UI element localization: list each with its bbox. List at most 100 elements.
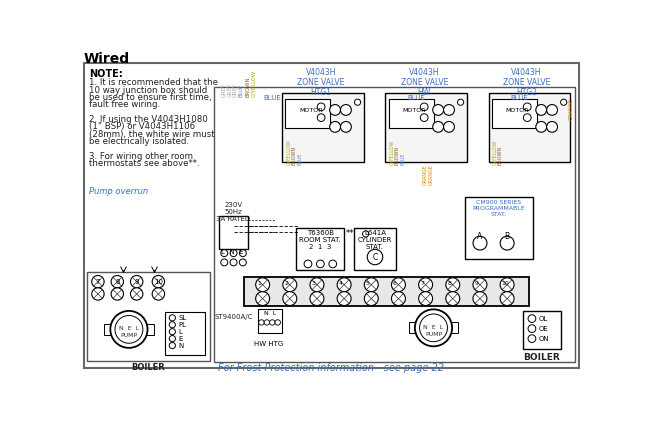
Circle shape	[170, 343, 175, 349]
Circle shape	[310, 278, 324, 292]
Text: BLUE: BLUE	[239, 84, 244, 97]
Circle shape	[330, 122, 340, 132]
Text: BOILER: BOILER	[523, 353, 560, 362]
Circle shape	[170, 329, 175, 335]
Bar	[164, 312, 205, 355]
Text: CM900 SERIES
PROGRAMMABLE
STAT.: CM900 SERIES PROGRAMMABLE STAT.	[472, 200, 525, 216]
Circle shape	[473, 236, 487, 250]
Text: ORANGE: ORANGE	[422, 165, 428, 185]
Circle shape	[152, 276, 164, 288]
Text: 10: 10	[501, 281, 509, 286]
Text: (1" BSP) or V4043H1106: (1" BSP) or V4043H1106	[89, 122, 195, 131]
Text: N  L: N L	[264, 311, 276, 316]
Circle shape	[111, 276, 124, 288]
Text: G/YELLOW: G/YELLOW	[492, 139, 498, 165]
Bar	[104, 324, 112, 335]
Text: PUMP: PUMP	[120, 333, 138, 338]
Circle shape	[221, 250, 228, 257]
Text: V4043H
ZONE VALVE
HW: V4043H ZONE VALVE HW	[400, 68, 448, 97]
Text: **: **	[346, 229, 355, 238]
Circle shape	[419, 292, 433, 306]
Bar	[87, 272, 210, 361]
Text: V4043H
ZONE VALVE
HTG2: V4043H ZONE VALVE HTG2	[503, 68, 550, 97]
Circle shape	[239, 259, 247, 266]
Text: BLUE: BLUE	[407, 95, 425, 101]
Circle shape	[340, 122, 351, 132]
Circle shape	[473, 292, 487, 306]
Circle shape	[444, 122, 454, 132]
Circle shape	[528, 335, 536, 343]
Text: ORANGE: ORANGE	[429, 165, 434, 185]
Text: GREY: GREY	[222, 83, 227, 97]
Circle shape	[444, 105, 454, 115]
Text: BLUE: BLUE	[264, 95, 281, 101]
Bar	[282, 93, 364, 162]
Bar	[409, 322, 417, 333]
Text: MOTOR: MOTOR	[505, 108, 529, 114]
Circle shape	[340, 105, 351, 115]
Circle shape	[316, 260, 324, 268]
Circle shape	[92, 276, 104, 288]
Text: 4: 4	[338, 281, 343, 286]
Circle shape	[560, 99, 567, 106]
Circle shape	[419, 314, 448, 342]
Text: HW HTG: HW HTG	[254, 341, 283, 347]
Circle shape	[500, 236, 514, 250]
Circle shape	[362, 231, 369, 237]
Text: MOTOR: MOTOR	[300, 108, 323, 114]
Circle shape	[523, 103, 531, 111]
Circle shape	[446, 292, 460, 306]
Circle shape	[283, 292, 297, 306]
Circle shape	[270, 320, 275, 325]
Text: BROWN: BROWN	[292, 146, 297, 165]
Circle shape	[500, 292, 514, 306]
Text: G/YELLOW: G/YELLOW	[286, 139, 291, 165]
Text: 6: 6	[393, 281, 397, 286]
Circle shape	[170, 315, 175, 321]
Circle shape	[256, 278, 270, 292]
Text: PL: PL	[179, 322, 186, 328]
Text: 230V
50Hz
3A RATED: 230V 50Hz 3A RATED	[217, 202, 250, 222]
Text: C: C	[373, 252, 378, 262]
Bar	[523, 311, 562, 349]
Text: 5: 5	[366, 281, 369, 286]
Text: 9: 9	[474, 281, 479, 286]
Text: OL: OL	[539, 316, 548, 322]
Circle shape	[230, 259, 237, 266]
Text: 2: 2	[285, 281, 289, 286]
Circle shape	[111, 288, 124, 300]
Text: ON: ON	[539, 335, 549, 342]
Text: E: E	[179, 335, 183, 342]
Text: 10: 10	[154, 279, 163, 285]
Bar	[146, 324, 154, 335]
Text: L  N  E: L N E	[221, 249, 244, 255]
Text: BLUE: BLUE	[297, 152, 302, 165]
Bar	[354, 228, 397, 270]
Text: BROWN: BROWN	[395, 146, 400, 165]
Text: NOTE:: NOTE:	[89, 69, 122, 79]
Text: BLUE: BLUE	[400, 152, 405, 165]
Circle shape	[329, 260, 336, 268]
Circle shape	[337, 292, 351, 306]
Text: N  E  L: N E L	[119, 326, 139, 331]
Circle shape	[415, 309, 452, 346]
Text: N: N	[179, 343, 184, 349]
Bar	[389, 99, 433, 128]
Text: BROWN: BROWN	[498, 146, 503, 165]
Text: BLUE: BLUE	[510, 95, 528, 101]
Text: T6360B
ROOM STAT.
2  1  3: T6360B ROOM STAT. 2 1 3	[300, 230, 341, 250]
Circle shape	[421, 114, 428, 122]
Text: 7: 7	[420, 281, 424, 286]
Bar	[258, 308, 282, 333]
Bar	[450, 322, 458, 333]
Text: G/YELLOW: G/YELLOW	[252, 70, 256, 97]
Circle shape	[337, 278, 351, 292]
Bar	[214, 87, 575, 362]
Circle shape	[239, 250, 247, 257]
Bar	[488, 93, 570, 162]
Circle shape	[528, 325, 536, 333]
Text: For Frost Protection information - see page 22: For Frost Protection information - see p…	[218, 363, 444, 373]
Text: GREY: GREY	[233, 83, 238, 97]
Text: ORANGE: ORANGE	[569, 98, 574, 120]
Bar	[285, 99, 331, 128]
